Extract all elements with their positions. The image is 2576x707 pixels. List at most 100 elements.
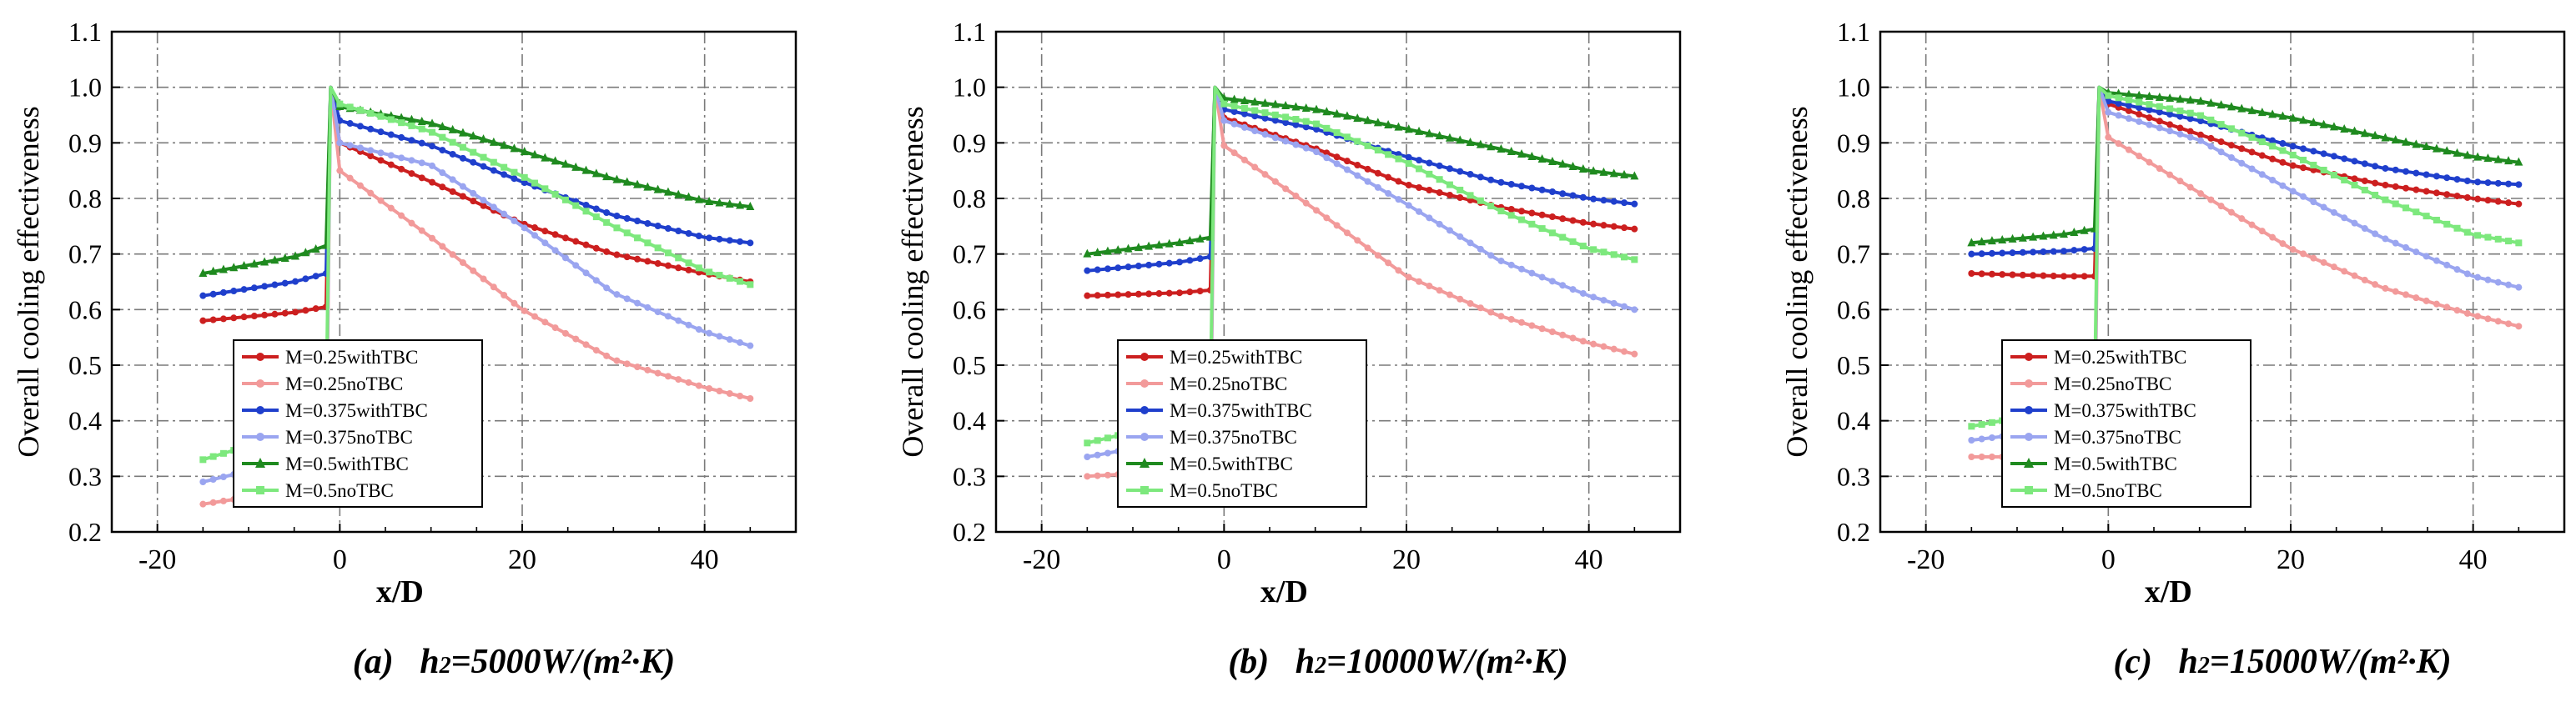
- chart-a-series-0-point: [551, 231, 559, 238]
- chart-c-series-3-point: [2463, 270, 2471, 278]
- chart-c-series-3-point: [1968, 437, 1975, 444]
- chart-a-legend-marker-5: [256, 486, 264, 494]
- chart-a-series-3-point: [377, 149, 385, 157]
- chart-c-series-4-point: [2422, 142, 2431, 151]
- chart-c-series-3-point: [2186, 133, 2194, 141]
- chart-b-series-4-point: [1083, 248, 1092, 258]
- chart-b-series-1-point: [1104, 471, 1111, 479]
- chart-b-series-4-point: [1103, 246, 1112, 255]
- chart-b-series-2-point: [1230, 108, 1238, 115]
- chart-b-xtick-label-3: 40: [1575, 544, 1603, 575]
- chart-c-series-4-point: [2216, 100, 2226, 109]
- chart-c-series-1-point: [2505, 320, 2513, 328]
- chart-a-series-5-point: [603, 218, 611, 226]
- chart-c-series-3-point: [2269, 177, 2277, 183]
- chart-a-series-4-point: [417, 117, 426, 125]
- chart-c-series-4-point: [2402, 137, 2411, 146]
- chart-b-legend-label-3: M=0.375noTBC: [1170, 427, 1297, 448]
- chart-c-legend-label-3: M=0.375noTBC: [2054, 427, 2181, 448]
- chart-b-series-0-point: [1507, 206, 1515, 213]
- chart-b-series-4-point: [1353, 113, 1362, 123]
- chart-a-series-4-point: [311, 243, 320, 253]
- chart-a-series-2-point: [281, 279, 289, 287]
- chart-c-series-1-point: [2289, 246, 2297, 253]
- chart-a-series-1-point: [490, 283, 497, 291]
- chart-a-series-5-point: [623, 229, 631, 237]
- chart-c-series-4-point: [2018, 233, 2027, 242]
- chart-b-series-2-point: [1507, 181, 1515, 188]
- chart-c-series-2-point: [2080, 246, 2088, 253]
- chart-b-series-5-point: [1446, 181, 1453, 188]
- chart-a-series-2-point: [240, 286, 248, 293]
- chart-a-series-3-point: [219, 474, 227, 480]
- chart-b-legend-label-1: M=0.25noTBC: [1170, 374, 1287, 394]
- chart-c-series-1-point: [2300, 250, 2307, 258]
- chart-a-series-2-point: [654, 223, 662, 229]
- chart-c-series-0-point: [2382, 181, 2389, 188]
- chart-a-series-4-point: [249, 258, 259, 268]
- chart-b-series-1-point: [1251, 163, 1259, 171]
- chart-c-series-3-point: [2320, 203, 2327, 211]
- chart-b-series-3-point: [1631, 306, 1638, 313]
- chart-c-series-0-point: [2070, 273, 2078, 280]
- chart-b-series-2-point: [1405, 153, 1412, 161]
- chart-b-series-3-point: [1610, 299, 1618, 307]
- chart-b-xtick-label-2: 20: [1392, 544, 1421, 575]
- chart-b-series-2-point: [1176, 258, 1184, 266]
- chart-b-series-0-point: [1374, 169, 1381, 177]
- chart-c-series-2-point: [2030, 248, 2037, 256]
- chart-b-series-0-point: [1457, 194, 1464, 201]
- chart-a-series-5-point: [408, 122, 415, 129]
- chart-c-series-2-point: [2009, 249, 2016, 257]
- caption-a: (a) h2=5000W/(m²·K): [97, 642, 931, 682]
- chart-a-series-3-point: [737, 338, 744, 346]
- chart-b-series-5-point: [1507, 212, 1515, 219]
- chart-c-series-4-point: [2029, 232, 2038, 241]
- chart-c-series-5-point: [2269, 143, 2277, 150]
- chart-c-series-5-point: [2176, 108, 2184, 115]
- chart-b-series-1-point: [1220, 142, 1228, 149]
- chart-a-series-1-point: [346, 174, 354, 182]
- chart-c-ytick-label-3: 0.5: [1837, 350, 1870, 380]
- chart-b-series-2-point: [1186, 257, 1194, 264]
- chart-c-series-4-point: [2309, 118, 2318, 127]
- chart-c-series-3-point: [2125, 115, 2132, 123]
- chart-b-xtick-label-0: -20: [1023, 544, 1060, 575]
- chart-b-series-5-point: [1497, 208, 1505, 215]
- chart-c-series-4-point: [2196, 96, 2206, 105]
- chart-c-series-4-point: [2237, 103, 2246, 113]
- chart-a-series-3-point: [439, 169, 446, 177]
- chart-a-xtick-label-1: 0: [333, 544, 347, 575]
- chart-c-series-3-point: [2207, 143, 2215, 150]
- chart-c-series-5-point: [2433, 217, 2440, 223]
- chart-c-legend-marker-0: [2025, 353, 2033, 361]
- chart-b-series-3-point: [1487, 252, 1495, 259]
- chart-c-series-5-point: [2279, 147, 2287, 154]
- chart-a-series-4-point: [219, 264, 228, 273]
- chart-c-series-0-point: [2217, 138, 2225, 146]
- chart-c-xtick-label-0: -20: [1907, 544, 1945, 575]
- chart-c-series-2-point: [2474, 178, 2482, 186]
- chart-b-series-3-point: [1251, 128, 1259, 135]
- chart-a-series-2-point: [623, 215, 631, 222]
- chart-c-series-0-point: [2392, 183, 2399, 190]
- chart-a-series-2-point: [429, 143, 436, 150]
- chart-c-series-0-point: [2269, 155, 2277, 163]
- chart-c-series-2-markers: [1968, 98, 2523, 258]
- chart-b-series-2-point: [1477, 173, 1484, 181]
- chart-b-ytick-label-2: 0.4: [953, 406, 986, 436]
- chart-a-series-3-point: [459, 183, 466, 190]
- chart-c-series-0-point: [2186, 128, 2194, 135]
- chart-a-series-2-point: [470, 158, 477, 166]
- chart-a-series-1-point: [541, 318, 549, 326]
- caption-a-value: =5000: [450, 643, 541, 681]
- chart-b-series-3-point: [1333, 160, 1341, 168]
- chart-a-series-0-point: [312, 305, 319, 313]
- chart-a-series-1-point: [398, 212, 405, 219]
- chart-c-series-5-point: [2186, 109, 2194, 117]
- chart-a-series-3-point: [561, 254, 569, 262]
- chart-b-ytick-label-7: 0.9: [953, 128, 986, 158]
- chart-b-series-0-point: [1426, 187, 1433, 193]
- chart-a-ytick-label-8: 1.0: [68, 73, 102, 103]
- chart-a-series-4-point: [746, 202, 755, 210]
